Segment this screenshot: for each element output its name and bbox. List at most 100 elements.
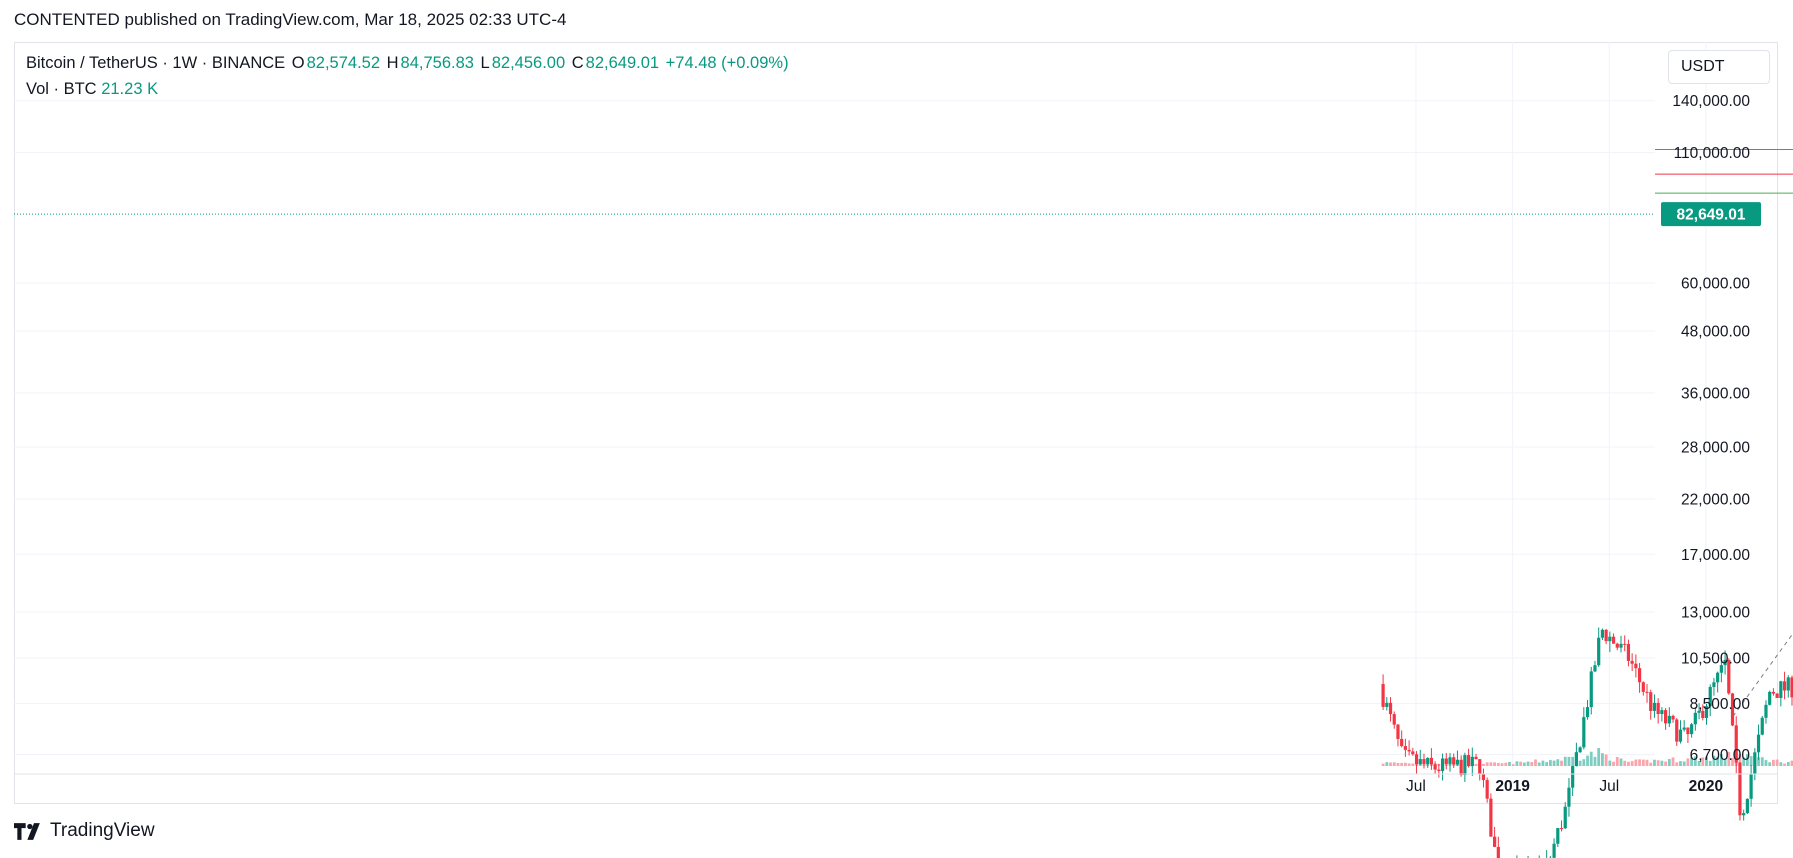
candle-body <box>1552 843 1556 858</box>
volume-bar <box>1608 760 1612 766</box>
volume-bar <box>1530 762 1534 766</box>
volume-bar <box>1738 754 1742 766</box>
volume-bar <box>1392 762 1396 766</box>
candle-body <box>1582 717 1586 748</box>
publish-info: CONTENTED published on TradingView.com, … <box>14 10 567 29</box>
volume-bar <box>1381 763 1385 766</box>
volume-label[interactable]: Vol · BTC <box>26 80 97 98</box>
y-tick-label: 8,500.00 <box>1690 696 1751 713</box>
candle-body <box>1400 738 1404 747</box>
volume-bar <box>1541 760 1545 766</box>
candle-body <box>1593 665 1597 672</box>
volume-bar <box>1757 757 1760 766</box>
volume-value: 21.23 K <box>101 80 159 98</box>
volume-bar <box>1522 762 1526 766</box>
x-tick-label: Jul <box>1406 778 1426 795</box>
candle-body <box>1637 668 1642 683</box>
volume-bar <box>1504 762 1508 766</box>
candle-body <box>1493 836 1497 847</box>
candle-body <box>1719 665 1723 673</box>
volume-bar <box>1671 757 1675 766</box>
volume-bar <box>1701 757 1705 766</box>
close-value: 82,649.01 <box>585 54 660 72</box>
y-tick-label: 140,000.00 <box>1672 93 1750 110</box>
y-tick-label: 28,000.00 <box>1681 439 1750 456</box>
candle-body <box>1571 766 1575 788</box>
volume-bar <box>1690 757 1694 766</box>
candle-body <box>1589 671 1593 708</box>
volume-bar <box>1560 760 1563 766</box>
volume-bar <box>1656 760 1660 766</box>
volume-bar <box>1667 759 1671 766</box>
volume-bar <box>1630 761 1634 766</box>
volume-bar <box>1515 761 1519 766</box>
candle-body <box>1563 806 1567 829</box>
tradingview-brand: TradingView <box>50 820 155 841</box>
candle-body <box>1559 828 1564 830</box>
candle-body <box>1649 692 1653 711</box>
open-label: O <box>291 54 305 72</box>
currency-button[interactable]: USDT <box>1668 50 1770 84</box>
candle-body <box>1437 769 1441 771</box>
volume-bar <box>1586 755 1589 766</box>
price-axis: 140,000.00 110,000.00 60,000.00 48,000.00 36… <box>1672 93 1750 764</box>
candle-body <box>1597 637 1601 666</box>
volume-bar <box>1708 760 1712 766</box>
tradingview-logo[interactable]: TradingView <box>14 820 155 842</box>
volume-bar <box>1582 759 1586 766</box>
candle-body <box>1786 677 1790 691</box>
candle-body <box>1730 693 1735 726</box>
candle-body <box>1742 813 1746 816</box>
symbol-title[interactable]: Bitcoin / TetherUS · 1W · BINANCE <box>26 54 286 72</box>
candle-body <box>1392 714 1396 725</box>
x-tick-label: Jul <box>1599 778 1619 795</box>
candle-body <box>1396 724 1400 739</box>
candle-body <box>1381 684 1385 707</box>
low-label: L <box>480 54 490 72</box>
volume-bar <box>1693 756 1697 766</box>
candle-body <box>1455 759 1460 765</box>
candle-body <box>1418 759 1422 765</box>
high-value: 84,756.83 <box>400 54 474 72</box>
candle-body <box>1749 773 1753 799</box>
volume-bar <box>1500 763 1504 766</box>
candle-body <box>1466 755 1471 767</box>
volume-bar <box>1772 759 1775 766</box>
y-tick-label: 48,000.00 <box>1681 324 1750 341</box>
candle-body <box>1753 752 1757 774</box>
tradingview-logo-icon <box>14 822 40 840</box>
candle-body <box>1623 643 1627 645</box>
candle-body <box>1626 643 1631 661</box>
volume-bar <box>1731 757 1734 766</box>
chart-overlay: 82,649.01 <box>14 202 1761 227</box>
volume-bar <box>1537 762 1541 766</box>
candle-body <box>1790 677 1793 698</box>
candle-body <box>1463 755 1467 776</box>
volume-bar <box>1727 751 1731 766</box>
change-value: +74.48 (+0.09%) <box>665 54 789 72</box>
y-tick-label: 110,000.00 <box>1674 145 1751 162</box>
candle-body <box>1388 702 1393 715</box>
volume-bar <box>1485 762 1489 766</box>
candle-body <box>1452 757 1456 765</box>
open-value: 82,574.52 <box>306 54 381 72</box>
volume-bar <box>1519 761 1523 766</box>
volume-bar <box>1403 762 1407 766</box>
candle-body <box>1604 629 1608 642</box>
volume-bar <box>1571 756 1575 766</box>
volume-bar <box>1723 758 1727 766</box>
candle-body <box>1775 693 1779 698</box>
volume-bar <box>1660 760 1664 766</box>
current-price-label: 82,649.01 <box>1677 207 1746 224</box>
candle-body <box>1485 780 1489 799</box>
candle-body <box>1686 727 1690 735</box>
volume-bar <box>1742 757 1746 766</box>
volume-bar <box>1552 760 1556 766</box>
volume-bar <box>1768 762 1772 766</box>
volume-bar <box>1716 756 1720 766</box>
volume-bar <box>1634 759 1638 766</box>
candle-body <box>1660 710 1664 715</box>
volume-bar <box>1545 762 1549 766</box>
fib-zones: 1.618 (111,595.54)1.414 (99,513.68)1.272… <box>1655 149 1793 194</box>
